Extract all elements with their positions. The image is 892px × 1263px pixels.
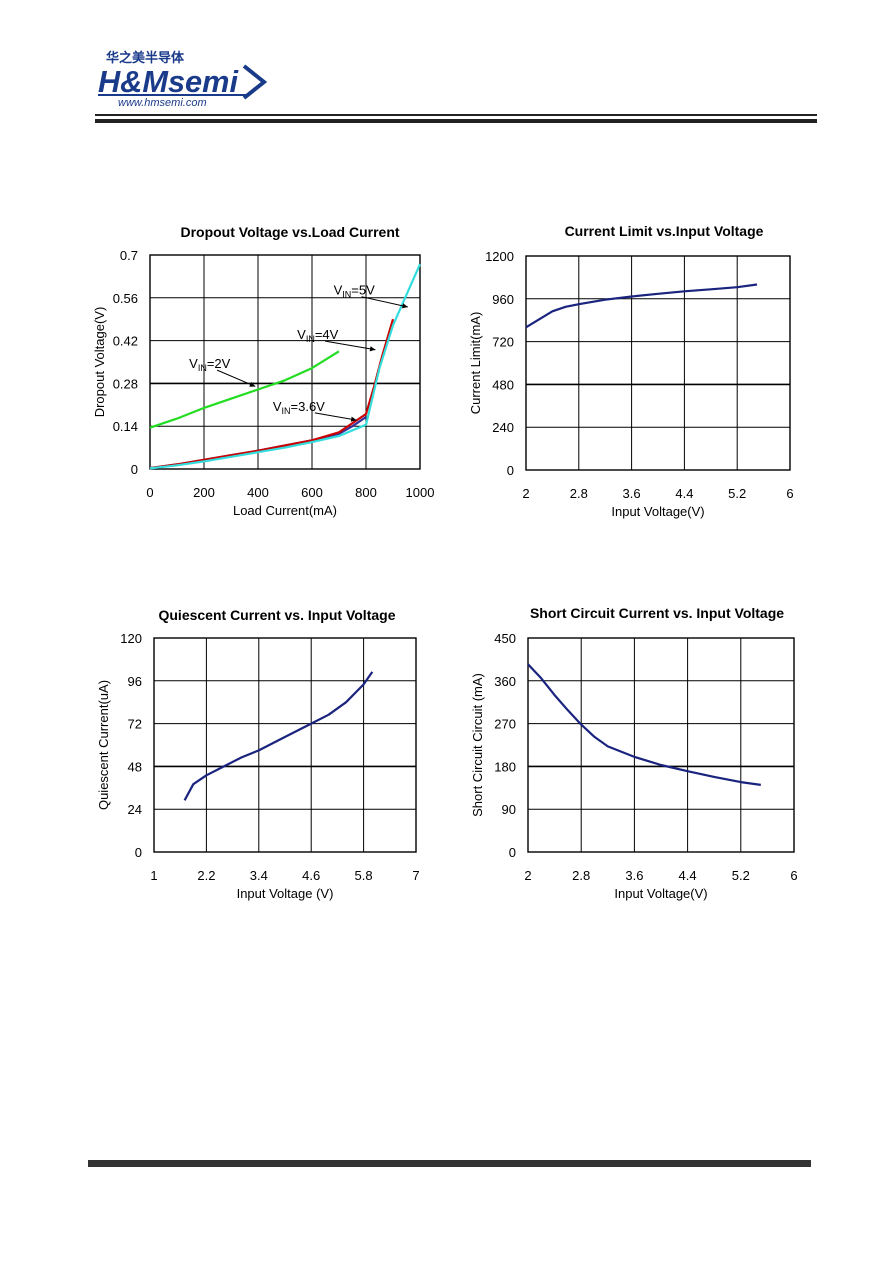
y-tick-label: 480 [492, 377, 514, 392]
annotation-leader [325, 340, 376, 351]
chart-dropout-voltage: Dropout Voltage vs.Load Current 0 200 400 60… [92, 224, 435, 518]
annotation-leader [216, 369, 256, 387]
annotation-arrowhead [249, 381, 256, 387]
y-tick-label: 120 [120, 631, 142, 646]
chart-title: Quiescent Current vs. Input Voltage [158, 607, 395, 623]
x-axis-label: Input Voltage (V) [237, 886, 334, 901]
x-tick-label: 4.4 [675, 486, 693, 501]
series-annotation: VIN=2V [189, 356, 230, 373]
x-tick-label: 4.4 [679, 868, 697, 883]
x-tick-label: 5.2 [728, 486, 746, 501]
plot-frame [153, 637, 417, 853]
x-tick-label: 6 [790, 868, 797, 883]
hmsemi-logo: 华之美半导体 H&Msemi www.hmsemi.com [98, 50, 268, 109]
y-tick-label: 960 [492, 292, 514, 307]
y-tick-label: 48 [128, 759, 142, 774]
chart-title: Short Circuit Current vs. Input Voltage [530, 605, 784, 621]
y-tick-label: 0 [509, 845, 516, 860]
series-annotation: VIN=3.6V [273, 399, 325, 416]
x-tick-label: 3.6 [625, 868, 643, 883]
y-axis-label: Quiescent Current(uA) [96, 680, 111, 810]
y-tick-label: 72 [128, 717, 142, 732]
x-axis-label: Input Voltage(V) [614, 886, 707, 901]
chart-quiescent-current: Quiescent Current vs. Input Voltage 1 2.2 3… [96, 607, 420, 901]
plot-area [150, 255, 420, 469]
x-tick-label: 3.6 [623, 486, 641, 501]
y-axis-label: Short Circuit Circuit (mA) [470, 673, 485, 817]
y-tick-label: 0.28 [113, 376, 138, 391]
logo-chinese-name: 华之美半导体 [106, 50, 185, 66]
x-tick-label: 2.8 [570, 486, 588, 501]
x-tick-label: 800 [355, 485, 377, 500]
x-tick-label: 6 [786, 486, 793, 501]
plot-area [528, 638, 794, 852]
chart-title: Dropout Voltage vs.Load Current [180, 224, 399, 240]
plot-frame [525, 255, 791, 471]
plot-frame [527, 637, 795, 853]
x-axis-label: Input Voltage(V) [611, 504, 704, 519]
y-tick-label: 90 [502, 802, 516, 817]
logo-chevron-shape [242, 64, 268, 100]
chart-title: Current Limit vs.Input Voltage [565, 223, 764, 239]
annotation-arrowhead [350, 416, 357, 422]
x-tick-label: 600 [301, 485, 323, 500]
series-line [149, 263, 422, 470]
logo-underline-bar [98, 94, 246, 96]
y-tick-label: 96 [128, 674, 142, 689]
plot-area [154, 638, 416, 852]
y-tick-label: 360 [494, 674, 516, 689]
y-tick-label: 24 [128, 802, 142, 817]
y-tick-label: 1200 [485, 249, 514, 264]
footer-rule [88, 1160, 811, 1167]
series-line [149, 350, 340, 429]
header-rule-thick [95, 119, 817, 123]
x-tick-label: 2.8 [572, 868, 590, 883]
x-tick-label: 2.2 [197, 868, 215, 883]
plot-frame [149, 254, 421, 470]
y-tick-label: 0.14 [113, 419, 138, 434]
x-tick-label: 2 [524, 868, 531, 883]
series-line [527, 663, 761, 786]
logo-brand: H&Msemi [98, 64, 239, 99]
y-tick-label: 0.56 [113, 291, 138, 306]
y-axis-label: Dropout Voltage(V) [92, 307, 107, 418]
x-tick-label: 5.8 [355, 868, 373, 883]
x-tick-label: 4.6 [302, 868, 320, 883]
x-tick-label: 5.2 [732, 868, 750, 883]
y-tick-label: 240 [492, 420, 514, 435]
annotation-leader [361, 296, 408, 308]
x-tick-label: 7 [412, 868, 419, 883]
y-tick-label: 0 [507, 463, 514, 478]
x-tick-label: 2 [522, 486, 529, 501]
y-tick-label: 270 [494, 717, 516, 732]
y-tick-label: 0 [135, 845, 142, 860]
x-tick-label: 3.4 [250, 868, 268, 883]
x-tick-label: 400 [247, 485, 269, 500]
header-rule-thin [95, 114, 817, 116]
x-tick-label: 1000 [406, 485, 435, 500]
x-tick-label: 0 [146, 485, 153, 500]
x-tick-label: 1 [150, 868, 157, 883]
y-tick-label: 0 [131, 462, 138, 477]
series-annotation: VIN=4V [297, 327, 338, 344]
chart-current-limit: Current Limit vs.Input Voltage 2 2.8 3.6 4.4… [468, 223, 794, 519]
chart-short-circuit-current: Short Circuit Current vs. Input Voltage 2… [470, 605, 798, 901]
annotation-leader [314, 412, 357, 421]
y-tick-label: 720 [492, 335, 514, 350]
x-tick-label: 200 [193, 485, 215, 500]
annotation-arrowhead [369, 346, 376, 352]
y-tick-label: 0.42 [113, 334, 138, 349]
series-annotation: VIN=5V [334, 283, 375, 300]
y-tick-label: 450 [494, 631, 516, 646]
x-axis-label: Load Current(mA) [233, 503, 337, 518]
annotation-arrowhead [402, 303, 408, 309]
logo-url: www.hmsemi.com [118, 97, 207, 109]
y-tick-label: 180 [494, 759, 516, 774]
y-tick-label: 0.7 [120, 248, 138, 263]
series-line [183, 671, 374, 801]
series-line [525, 283, 758, 329]
plot-area [526, 256, 790, 470]
y-axis-label: Current Limit(mA) [468, 312, 483, 415]
